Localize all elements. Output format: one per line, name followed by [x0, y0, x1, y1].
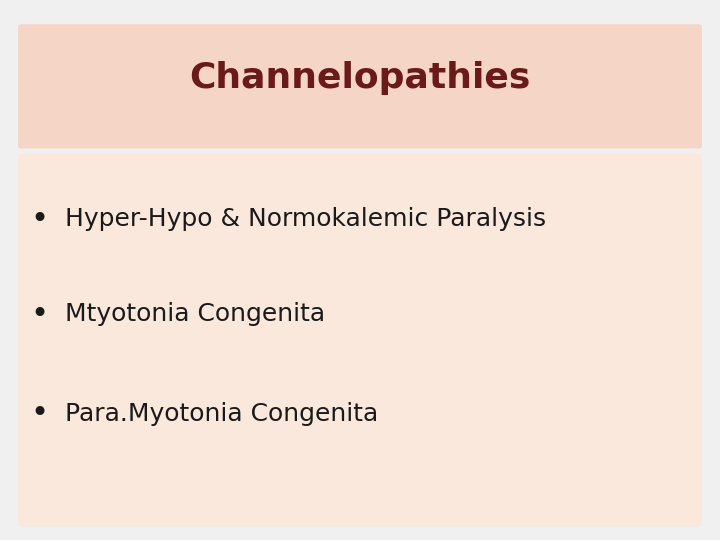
Text: Para.Myotonia Congenita: Para.Myotonia Congenita	[65, 402, 378, 426]
FancyBboxPatch shape	[18, 24, 702, 149]
Text: •: •	[30, 399, 49, 428]
FancyBboxPatch shape	[18, 154, 702, 526]
Text: •: •	[30, 205, 49, 233]
Text: Channelopathies: Channelopathies	[189, 62, 531, 95]
Text: Hyper-Hypo & Normokalemic Paralysis: Hyper-Hypo & Normokalemic Paralysis	[65, 207, 546, 231]
Text: Mtyotonia Congenita: Mtyotonia Congenita	[65, 302, 325, 327]
Text: •: •	[30, 300, 49, 329]
